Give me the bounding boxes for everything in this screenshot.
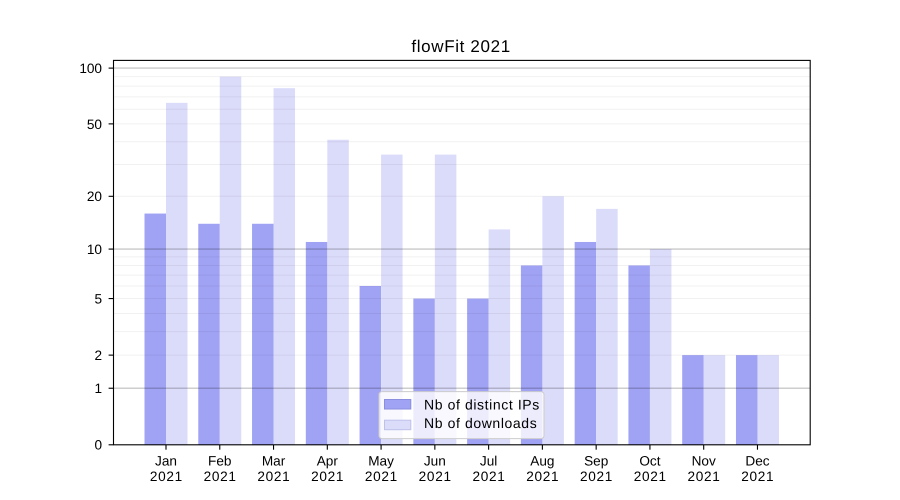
svg-text:Nb of distinct IPs: Nb of distinct IPs bbox=[424, 397, 540, 413]
svg-text:Jun: Jun bbox=[424, 454, 446, 469]
svg-text:flowFit 2021: flowFit 2021 bbox=[411, 37, 510, 56]
svg-text:Feb: Feb bbox=[208, 454, 231, 469]
svg-text:2021: 2021 bbox=[419, 469, 452, 484]
svg-text:2021: 2021 bbox=[580, 469, 613, 484]
svg-text:5: 5 bbox=[94, 291, 102, 306]
svg-text:2021: 2021 bbox=[257, 469, 290, 484]
svg-text:Aug: Aug bbox=[530, 454, 554, 469]
svg-text:20: 20 bbox=[87, 189, 103, 204]
svg-text:1: 1 bbox=[94, 381, 102, 396]
svg-text:100: 100 bbox=[79, 61, 102, 76]
svg-text:0: 0 bbox=[94, 438, 102, 453]
svg-text:10: 10 bbox=[87, 242, 103, 257]
svg-text:Nov: Nov bbox=[692, 454, 716, 469]
svg-text:2021: 2021 bbox=[634, 469, 667, 484]
svg-text:2021: 2021 bbox=[204, 469, 237, 484]
svg-text:Jul: Jul bbox=[480, 454, 497, 469]
svg-text:2021: 2021 bbox=[741, 469, 774, 484]
svg-text:2021: 2021 bbox=[526, 469, 559, 484]
svg-text:2: 2 bbox=[94, 348, 102, 363]
svg-text:Oct: Oct bbox=[639, 454, 660, 469]
svg-text:Apr: Apr bbox=[317, 454, 339, 469]
svg-text:2021: 2021 bbox=[150, 469, 183, 484]
svg-text:50: 50 bbox=[87, 117, 103, 132]
svg-text:2021: 2021 bbox=[365, 469, 398, 484]
svg-text:2021: 2021 bbox=[311, 469, 344, 484]
svg-text:Nb of downloads: Nb of downloads bbox=[424, 415, 537, 431]
svg-text:Mar: Mar bbox=[262, 454, 286, 469]
svg-text:May: May bbox=[368, 454, 394, 469]
svg-text:2021: 2021 bbox=[472, 469, 505, 484]
svg-text:Dec: Dec bbox=[745, 454, 769, 469]
svg-text:2021: 2021 bbox=[688, 469, 721, 484]
svg-text:Sep: Sep bbox=[584, 454, 608, 469]
svg-text:Jan: Jan bbox=[155, 454, 177, 469]
